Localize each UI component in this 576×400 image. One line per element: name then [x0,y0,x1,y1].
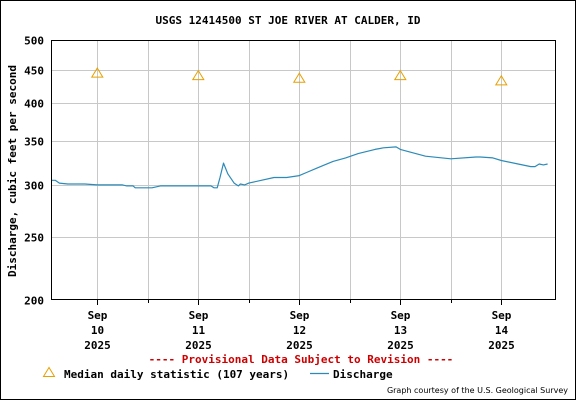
plot-area [51,40,556,300]
y-axis-label: Discharge, cubic feet per second [6,65,19,277]
median-marker [494,74,508,86]
legend-label-median: Median daily statistic (107 years) [64,368,289,381]
median-marker [393,69,407,81]
data-layer [51,67,548,189]
y-tick-label: 250 [24,232,44,245]
x-tick-label: Sep 10 2025 [84,309,111,352]
discharge-line [51,146,548,189]
legend-label-discharge: Discharge [333,368,393,381]
x-tick-label: Sep 11 2025 [185,309,212,352]
provisional-notice: ---- Provisional Data Subject to Revisio… [149,353,454,366]
plot-border [51,40,556,300]
chart-title: USGS 12414500 ST JOE RIVER AT CALDER, ID [156,14,421,27]
x-tick-label: Sep 12 2025 [286,309,313,352]
usgs-credit: Graph courtesy of the U.S. Geological Su… [387,386,568,395]
y-tick-label: 300 [24,180,44,193]
median-marker [191,69,205,81]
y-tick-label: 350 [24,136,44,149]
y-tick-label: 400 [24,98,44,111]
y-tick-label: 200 [24,295,44,308]
plot-background [51,40,556,300]
median-marker [90,67,104,78]
axes: 200 250 300 350 400 450 500 Sep 10 2025 Sep 11 2025 S… [24,35,556,352]
legend-triangle-marker [42,366,56,377]
legend: Median daily statistic (107 years) Disch… [42,366,393,381]
grid-lines [51,40,556,300]
y-tick-label: 500 [24,35,44,48]
x-tick-label: Sep 14 2025 [488,309,515,352]
x-tick-label: Sep 13 2025 [387,309,414,352]
y-tick-label: 450 [24,65,44,78]
median-marker [292,72,306,83]
